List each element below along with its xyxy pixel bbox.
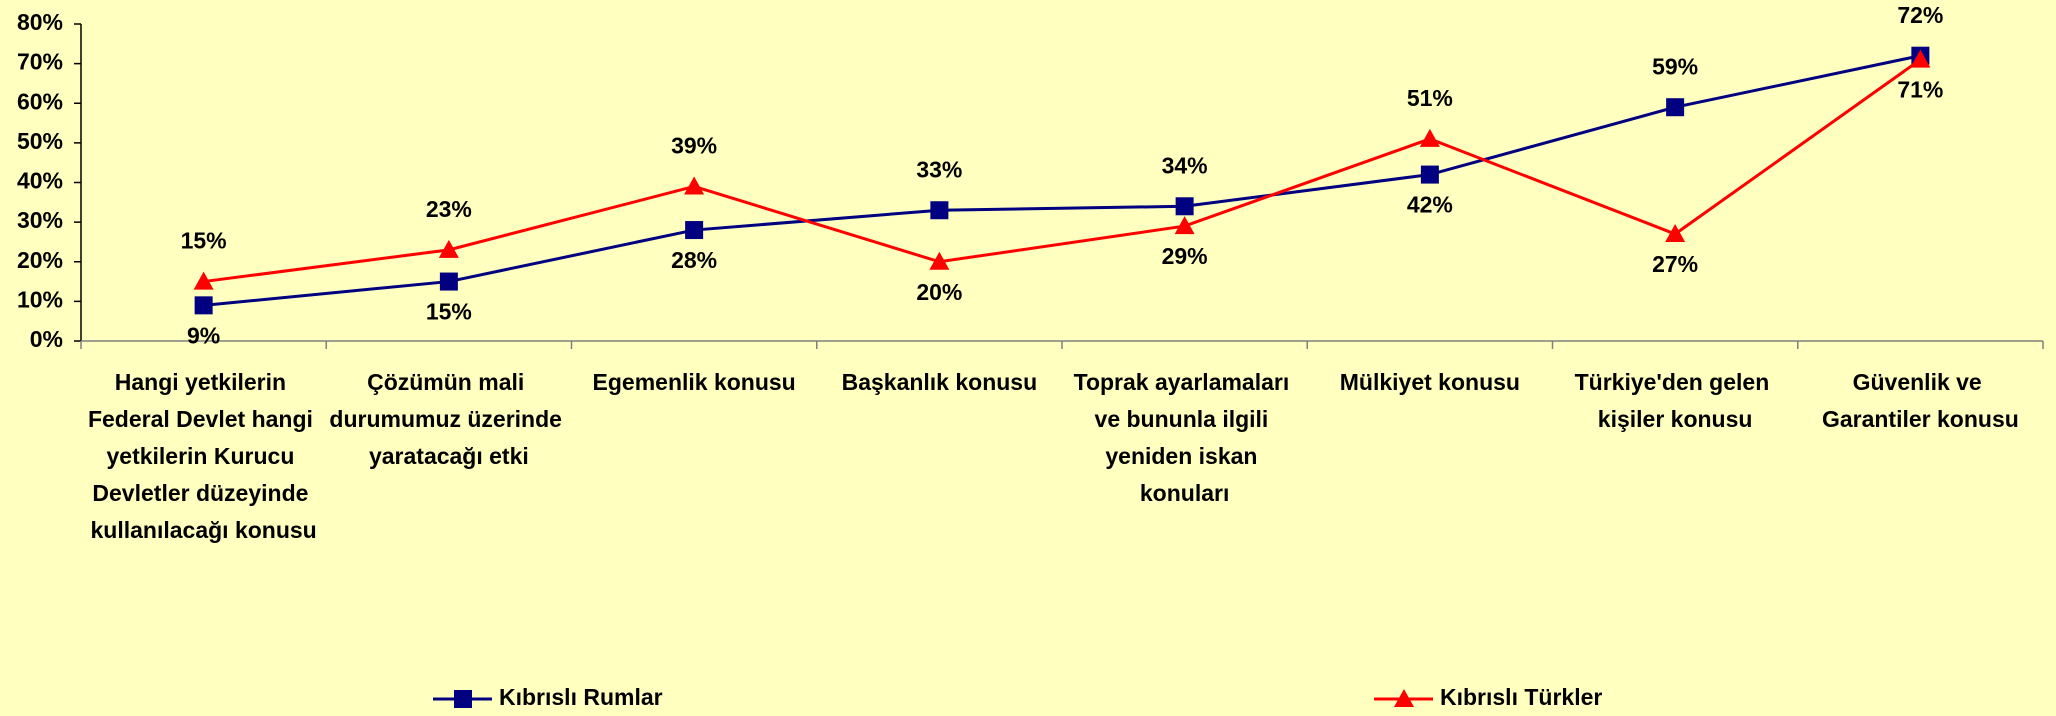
y-tick-label: 80%	[17, 9, 63, 35]
y-tick-label: 60%	[17, 88, 63, 114]
marker	[685, 221, 704, 240]
x-tick-label: Çözümün mali durumumuz üzerinde yarataca…	[329, 369, 568, 469]
x-tick-label: Egemenlik konusu	[593, 369, 796, 395]
data-label: 15%	[426, 299, 472, 325]
marker	[1174, 216, 1195, 235]
marker	[1910, 49, 1931, 68]
marker	[1420, 165, 1439, 184]
x-tick-label: Türkiye'den gelen kişiler konusu	[1575, 369, 1776, 432]
marker	[1419, 128, 1440, 147]
legend-marker	[1394, 689, 1414, 707]
data-label: 34%	[1162, 152, 1208, 178]
y-tick-label: 10%	[17, 286, 63, 312]
data-label: 33%	[916, 156, 962, 182]
x-tick-label: Hangi yetkilerin Federal Devlet hangi ye…	[88, 369, 319, 543]
x-tick-label: Güvenlik ve Garantiler konusu	[1822, 369, 2019, 432]
line	[203, 58, 1922, 284]
data-label: 23%	[426, 196, 472, 222]
x-tick-label: Mülkiyet konusu	[1340, 369, 1520, 395]
data-label: 71%	[1897, 77, 1943, 103]
marker	[438, 239, 459, 258]
marker	[1666, 98, 1685, 117]
marker	[684, 176, 705, 195]
data-label: 39%	[671, 133, 717, 159]
data-label: 27%	[1652, 251, 1698, 277]
data-label: 28%	[671, 247, 717, 273]
data-label: 42%	[1407, 192, 1453, 218]
data-label: 15%	[181, 228, 227, 254]
marker	[929, 251, 950, 270]
marker	[194, 296, 213, 315]
x-tick-label: Başkanlık konusu	[842, 369, 1038, 395]
marker	[193, 271, 214, 290]
data-label: 72%	[1897, 2, 1943, 28]
legend-marker	[454, 690, 472, 708]
data-label: 9%	[187, 322, 220, 348]
data-label: 59%	[1652, 53, 1698, 79]
legend-label: Kıbrıslı Türkler	[1440, 684, 1602, 710]
data-label: 29%	[1162, 243, 1208, 269]
marker	[439, 272, 458, 291]
marker	[930, 201, 949, 220]
x-tick-label: Toprak ayarlamaları ve bununla ilgili ye…	[1074, 369, 1296, 506]
line	[203, 54, 1921, 307]
y-tick-label: 40%	[17, 168, 63, 194]
marker	[1175, 197, 1194, 216]
y-tick-label: 70%	[17, 49, 63, 75]
y-tick-label: 50%	[17, 128, 63, 154]
data-label: 51%	[1407, 85, 1453, 111]
marker	[1665, 224, 1686, 243]
data-label: 20%	[916, 279, 962, 305]
y-tick-label: 30%	[17, 207, 63, 233]
legend-label: Kıbrıslı Rumlar	[499, 684, 663, 710]
y-tick-label: 20%	[17, 247, 63, 273]
y-tick-label: 0%	[30, 326, 63, 352]
